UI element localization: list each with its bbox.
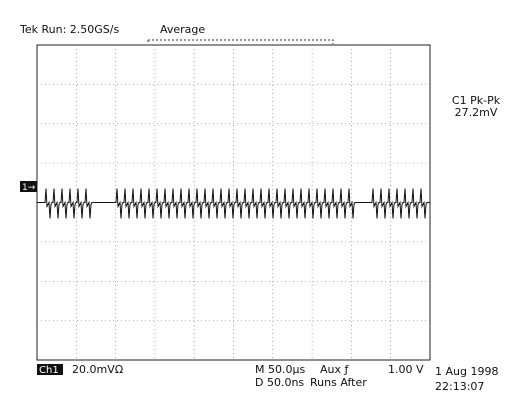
waveform [37,188,430,219]
status: Tek Run: 2.50GS/s [19,23,119,36]
trigger-source: Aux ƒ [320,363,350,376]
timebase: M 50.0µs [255,363,305,376]
channel-marker: 1→ [22,183,36,193]
volt-scale: 20.0mVΩ [72,363,123,376]
time: 22:13:07 [435,380,484,393]
measure-label: C1 Pk-Pk [452,94,501,107]
channel: Ch1 [39,365,59,376]
grid [37,45,430,360]
record-bar [147,39,334,44]
trigger-level: 1.00 V [388,363,424,376]
date: 1 Aug 1998 [435,365,498,378]
channel-marker-box [20,181,37,192]
trigger-mode: Runs After [310,376,367,389]
measure-value: 27.2mV [455,106,498,119]
channel-box [37,364,63,375]
acq-mode: Average [160,23,205,36]
delay: D 50.0ns [255,376,304,389]
